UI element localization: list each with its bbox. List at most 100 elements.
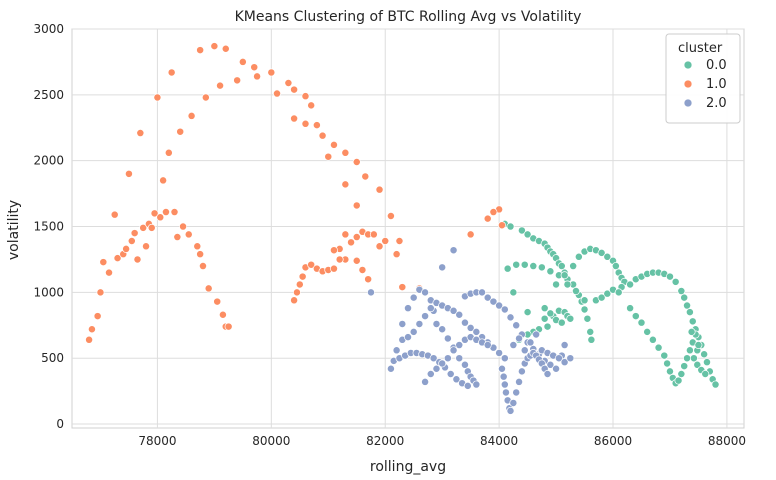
data-point — [375, 185, 384, 194]
data-points — [85, 42, 720, 415]
data-point — [324, 152, 333, 161]
data-point — [611, 262, 620, 270]
data-point — [506, 406, 515, 415]
data-point — [688, 317, 697, 326]
data-point — [523, 230, 532, 239]
y-tick-label: 2500 — [33, 88, 64, 102]
data-point — [187, 111, 196, 120]
data-point — [523, 308, 532, 317]
data-point — [560, 271, 569, 280]
data-point — [495, 301, 504, 310]
data-point — [546, 309, 555, 318]
data-point — [238, 57, 247, 66]
legend-marker — [683, 79, 693, 89]
data-point — [438, 359, 447, 368]
legend-marker — [683, 60, 693, 70]
data-point — [352, 158, 361, 166]
data-point — [517, 367, 526, 376]
data-point — [298, 272, 307, 281]
data-point — [375, 242, 384, 251]
data-point — [164, 148, 173, 157]
data-point — [139, 223, 148, 232]
x-tick-label: 80000 — [252, 434, 290, 448]
data-point — [597, 293, 606, 302]
data-point — [648, 335, 657, 344]
data-point — [127, 237, 136, 245]
data-point — [295, 280, 304, 289]
data-point — [93, 312, 102, 321]
y-tick-label: 500 — [41, 351, 64, 365]
y-tick-label: 2000 — [33, 154, 64, 168]
data-point — [631, 312, 640, 321]
data-point — [204, 284, 213, 293]
data-point — [572, 287, 580, 295]
data-point — [517, 226, 526, 235]
data-point — [685, 346, 694, 355]
data-point — [693, 360, 702, 369]
data-point — [552, 364, 561, 373]
x-tick-label: 84000 — [480, 434, 518, 448]
data-point — [503, 264, 512, 273]
data-point — [201, 93, 210, 102]
data-point — [330, 264, 338, 273]
data-point — [99, 258, 108, 267]
data-point — [472, 327, 481, 336]
data-point — [210, 42, 219, 51]
data-point — [506, 222, 515, 231]
data-point — [520, 260, 529, 269]
y-tick-labels: 0 500 1000 1500 2000 2500 3000 — [33, 22, 64, 431]
data-point — [587, 335, 596, 344]
data-point — [495, 348, 504, 357]
data-point — [392, 250, 401, 259]
data-point — [512, 321, 521, 330]
data-point — [566, 354, 575, 363]
data-point — [509, 288, 518, 297]
data-point — [483, 214, 492, 223]
data-point — [500, 354, 509, 363]
data-point — [683, 354, 692, 363]
y-tick-label: 1500 — [33, 220, 64, 234]
data-point — [489, 297, 498, 306]
data-point — [162, 208, 170, 216]
x-axis-label: rolling_avg — [370, 459, 446, 475]
data-point — [569, 262, 578, 270]
data-point — [196, 250, 205, 259]
data-point — [404, 333, 412, 342]
data-point — [566, 314, 575, 323]
data-point — [515, 334, 524, 343]
data-point — [580, 305, 589, 314]
data-point — [96, 288, 105, 297]
data-point — [663, 359, 672, 368]
data-point — [660, 351, 669, 360]
data-point — [463, 381, 472, 390]
data-point — [398, 283, 407, 292]
data-point — [358, 266, 367, 274]
data-point — [122, 244, 131, 253]
data-point — [443, 354, 452, 363]
data-point — [301, 92, 310, 101]
data-point — [674, 376, 683, 385]
data-point — [273, 89, 281, 98]
data-point — [421, 288, 430, 297]
data-point — [221, 44, 230, 53]
data-point — [421, 377, 430, 386]
data-point — [415, 320, 424, 328]
data-point — [626, 304, 635, 313]
data-point — [449, 346, 458, 355]
data-point — [312, 121, 321, 130]
data-point — [512, 388, 521, 397]
data-point — [167, 68, 176, 77]
data-point — [683, 301, 692, 310]
data-point — [515, 377, 524, 386]
data-point — [199, 262, 207, 270]
data-point — [455, 354, 464, 363]
data-point — [341, 180, 350, 189]
data-point — [557, 262, 566, 270]
data-point — [700, 350, 709, 359]
data-point — [677, 370, 686, 378]
y-tick-label: 1000 — [33, 285, 64, 299]
series-1 — [85, 42, 506, 344]
data-point — [170, 208, 179, 216]
data-point — [130, 229, 139, 238]
